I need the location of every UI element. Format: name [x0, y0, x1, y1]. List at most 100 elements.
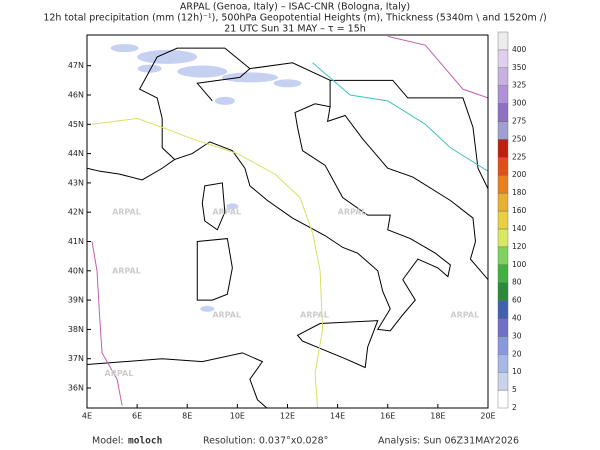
watermark: ARPAL	[450, 310, 479, 319]
colorbar-label: 160	[512, 206, 527, 215]
colorbar-label: 20	[512, 349, 522, 358]
lon-label: 16E	[380, 412, 395, 421]
colorbar-label: 120	[512, 242, 527, 251]
colorbar-label: 10	[512, 367, 522, 376]
lat-label: 39N	[68, 296, 84, 305]
colorbar-label: 350	[512, 63, 527, 72]
colorbar-band	[497, 67, 509, 86]
colorbar-label: 200	[512, 170, 527, 179]
border	[196, 68, 251, 102]
colorbar-band	[497, 300, 509, 319]
colorbar-band	[497, 49, 509, 69]
colorbar-band	[497, 103, 509, 122]
colorbar-label: 30	[512, 331, 522, 340]
colorbar-band	[497, 157, 509, 176]
header-line: 21 UTC Sun 31 MAY – τ = 15h	[224, 24, 366, 35]
lon-label: 12E	[280, 412, 295, 421]
precip-area	[137, 64, 162, 73]
colorbar-band	[497, 85, 509, 104]
lat-label: 43N	[68, 178, 84, 187]
lat-label: 38N	[68, 325, 84, 334]
map-layer	[87, 35, 488, 408]
colorbar-label: 180	[512, 188, 527, 197]
colorbar-label: 275	[512, 117, 527, 126]
colorbar-label: 250	[512, 134, 527, 143]
lat-label: 46N	[68, 91, 84, 100]
colorbar-band	[497, 371, 509, 391]
colorbar-label: 300	[512, 99, 527, 108]
colorbar-band	[497, 121, 509, 140]
colorbar-band	[497, 210, 509, 230]
lat-label: 36N	[68, 384, 84, 393]
lat-label: 42N	[68, 208, 84, 217]
lon-label: 20E	[480, 412, 495, 421]
footer-analysis: Analysis: Sun 06Z31MAY2026	[378, 436, 519, 447]
lon-label: 6E	[132, 412, 142, 421]
colorbar-band	[497, 282, 509, 301]
colorbar-label: 400	[512, 45, 527, 54]
footer-resolution: Resolution: 0.037°x0.028°	[203, 436, 328, 447]
colorbar-label: 225	[512, 152, 527, 161]
lon-label: 10E	[230, 412, 245, 421]
contour	[387, 35, 488, 99]
watermark: ARPAL	[212, 310, 241, 319]
coastline	[87, 352, 268, 408]
colorbar-label: 80	[512, 278, 522, 287]
precip-area	[110, 44, 139, 53]
watermark: ARPAL	[300, 310, 329, 319]
lon-label: 8E	[182, 412, 192, 421]
colorbar-band	[497, 139, 509, 158]
watermark: ARPAL	[212, 208, 241, 217]
precip-area	[177, 65, 228, 78]
coastline	[201, 182, 226, 231]
precip-area	[137, 49, 198, 64]
lon-label: 4E	[82, 412, 92, 421]
footer-label: Model:	[92, 436, 124, 447]
footer-model: moloch	[128, 436, 162, 447]
colorbar-band	[497, 354, 509, 373]
colorbar-band	[497, 318, 509, 337]
lon-label: 18E	[430, 412, 445, 421]
precip-area	[226, 203, 239, 210]
colorbar-label: 140	[512, 224, 527, 233]
colorbar-label: 100	[512, 260, 527, 269]
contour	[91, 241, 123, 406]
colorbar-label: 325	[512, 81, 527, 90]
lat-label: 44N	[68, 149, 84, 158]
precip-area	[221, 72, 278, 83]
colorbar-band	[497, 336, 509, 355]
watermark: ARPAL	[338, 208, 367, 217]
precip-area	[273, 79, 302, 88]
lat-label: 45N	[68, 120, 84, 129]
lat-label: 40N	[68, 266, 84, 275]
lat-label: 41N	[68, 237, 84, 246]
watermark: ARPAL	[112, 266, 141, 275]
border	[138, 47, 331, 160]
lat-label: 47N	[68, 61, 84, 70]
contour	[312, 62, 488, 172]
coastline	[87, 103, 488, 332]
coastline	[196, 238, 233, 301]
lat-label: 37N	[68, 354, 84, 363]
contour	[91, 117, 324, 408]
precip-area	[200, 305, 215, 312]
colorbar-label: 60	[512, 296, 522, 305]
colorbar-band	[497, 175, 509, 194]
colorbar-band	[497, 31, 509, 51]
watermark: ARPAL	[112, 208, 141, 217]
watermark: ARPAL	[105, 369, 134, 378]
header-line: 12h total precipitation (mm (12h)⁻¹), 50…	[43, 13, 546, 24]
colorbar-band	[497, 192, 509, 212]
colorbar-band	[497, 246, 509, 265]
colorbar-band	[497, 389, 509, 409]
colorbar-band	[497, 228, 509, 248]
border	[330, 79, 488, 189]
colorbar-label: 5	[512, 385, 517, 394]
colorbar-band	[497, 264, 509, 283]
coastline	[296, 320, 379, 369]
header-line: ARPAL (Genoa, Italy) – ISAC-CNR (Bologna…	[180, 2, 410, 13]
precip-area	[214, 96, 235, 105]
lon-label: 14E	[330, 412, 345, 421]
